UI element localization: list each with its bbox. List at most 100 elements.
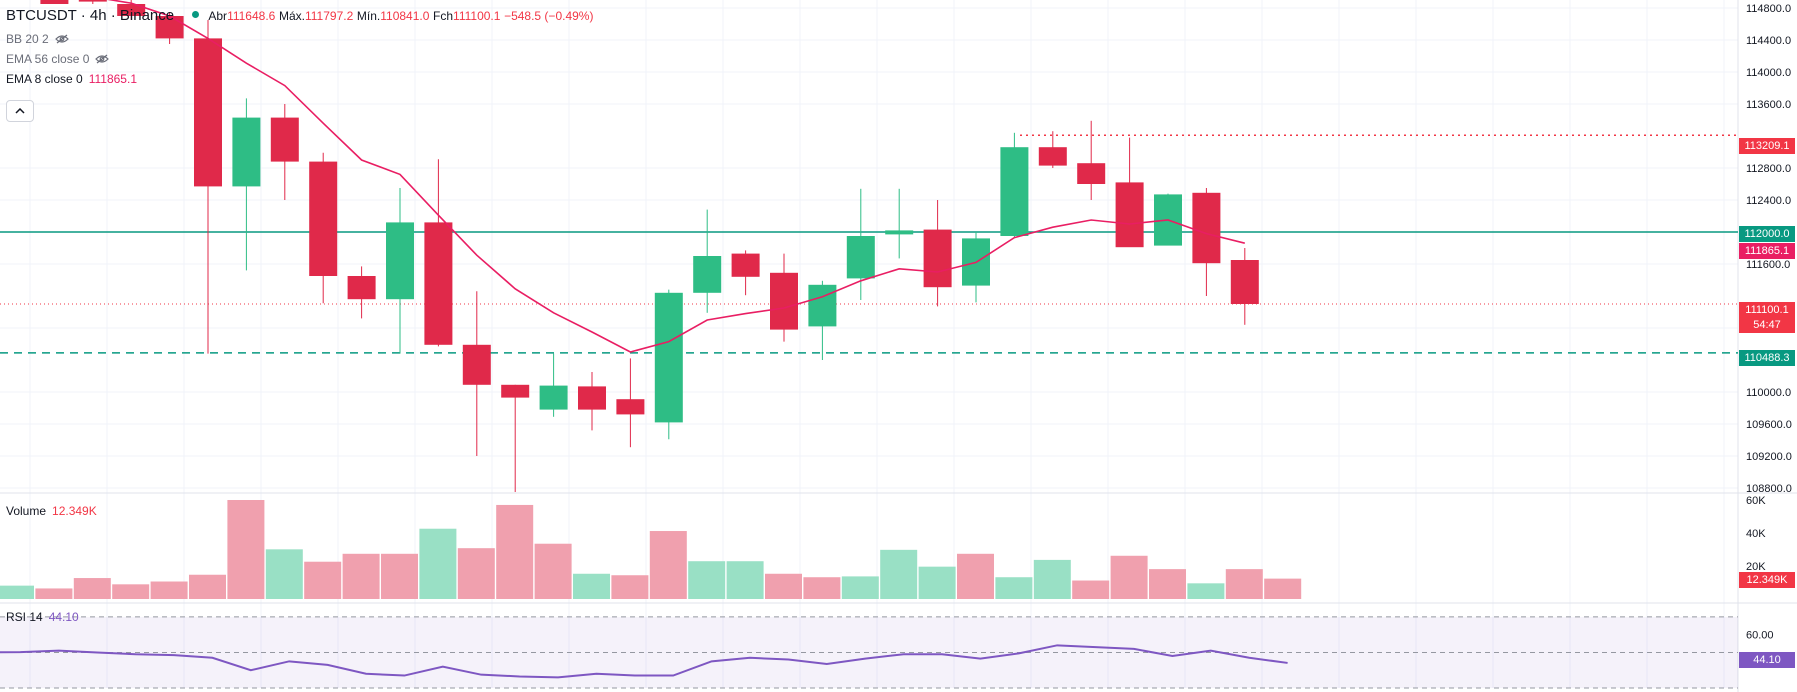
rsi-value: 44.10: [48, 610, 79, 624]
chevron-up-icon: [15, 108, 25, 114]
price-axis-tick-label: 112800.0: [1746, 163, 1791, 175]
candle-body: [885, 230, 914, 235]
candle-body: [846, 236, 875, 279]
candle: [270, 104, 299, 200]
candle-body: [1000, 147, 1029, 236]
ema56-label: EMA 56 close 0: [6, 52, 90, 66]
volume-bar: [1187, 583, 1225, 599]
low-label: Mín.: [356, 9, 381, 23]
bb-label: BB 20 2: [6, 32, 49, 46]
price-tag-volume: 12.349K: [1739, 572, 1795, 588]
price-axis-tick-label: 110000.0: [1746, 387, 1791, 399]
candle: [40, 0, 69, 4]
volume-bar: [1072, 580, 1110, 599]
volume-bar: [227, 500, 265, 599]
candle: [462, 291, 491, 456]
volume-bar: [1264, 578, 1302, 599]
candle-body: [117, 4, 146, 16]
candle-body: [1230, 260, 1259, 304]
volume-bar: [35, 588, 73, 599]
volume-axis-tick-label: 60K: [1746, 495, 1766, 507]
volume-legend[interactable]: Volume 12.349K: [6, 504, 97, 518]
candle: [616, 358, 645, 448]
volume-axis-tick-label: 20K: [1746, 561, 1766, 573]
volume-bar: [726, 561, 764, 599]
volume-value: 12.349K: [52, 504, 97, 518]
candle: [424, 159, 453, 347]
volume-bar: [1110, 555, 1148, 599]
volume-bar: [304, 561, 342, 599]
candle-body: [270, 117, 299, 162]
eye-off-icon[interactable]: [54, 34, 69, 44]
ema8-line: [107, 0, 1245, 353]
price-axis-tick-label: 108800.0: [1746, 483, 1792, 495]
candle: [885, 188, 914, 259]
candle: [1230, 248, 1259, 325]
candle-body: [578, 386, 606, 410]
volume-bar: [457, 548, 495, 599]
price-axis-tick-label: 111600.0: [1746, 259, 1790, 271]
price-axis-tick-label: 109200.0: [1746, 451, 1792, 463]
candle-body: [78, 0, 107, 2]
candle: [155, 12, 184, 44]
candle: [1077, 120, 1106, 200]
candle-body: [616, 399, 645, 415]
volume-bar: [496, 504, 534, 599]
candle-body: [770, 272, 798, 330]
volume-bar: [73, 578, 111, 599]
candle: [923, 200, 952, 307]
eye-off-icon[interactable]: [95, 54, 110, 64]
bb-legend[interactable]: BB 20 2: [6, 32, 69, 46]
candle-body: [501, 384, 530, 398]
candle-body: [1038, 147, 1067, 166]
rsi-label: RSI 14: [6, 610, 43, 624]
ema8-value: 111865.1: [88, 72, 137, 86]
high-value: 111797.2: [304, 9, 354, 23]
price-tag-rsi: 44.10: [1739, 652, 1795, 668]
market-status-dot: [191, 11, 199, 18]
ema56-legend[interactable]: EMA 56 close 0: [6, 52, 110, 66]
candle-body: [462, 344, 491, 385]
volume-bar: [573, 573, 610, 599]
collapse-legend-button[interactable]: [6, 100, 34, 122]
price-tag-resistance: 113209.1: [1739, 138, 1795, 154]
candle: [1000, 132, 1029, 238]
candle: [309, 152, 338, 304]
high-label: Máx.: [278, 9, 305, 23]
close-label: Fch: [433, 9, 454, 23]
price-axis-tick-label: 113600.0: [1746, 99, 1791, 111]
volume-bar: [649, 531, 687, 599]
volume-bar: [1033, 559, 1071, 599]
symbol-title[interactable]: BTCUSDT · 4h · Binance: [6, 7, 175, 24]
candle-body: [386, 222, 414, 300]
candle-body: [539, 385, 568, 410]
candle-body: [155, 16, 184, 39]
candle: [386, 188, 414, 354]
ema8-legend[interactable]: EMA 8 close 0 111865.1: [6, 72, 137, 86]
candle-body: [424, 222, 453, 345]
candle-body: [693, 256, 722, 293]
volume-bar: [112, 584, 150, 599]
volume-bar: [957, 553, 994, 599]
candle-body: [309, 161, 338, 276]
price-tag-level: 112000.0: [1739, 226, 1795, 242]
rsi-legend[interactable]: RSI 14 44.10: [6, 610, 79, 624]
open-value: 111648.6: [227, 9, 276, 23]
volume-bar: [611, 575, 649, 599]
volume-label: Volume: [6, 504, 47, 518]
candle: [731, 250, 760, 296]
volume-bar: [765, 573, 802, 599]
candle-body: [40, 0, 69, 4]
rsi-axis-tick-label: 60.00: [1746, 630, 1774, 642]
volume-bar: [265, 549, 303, 599]
candle: [693, 209, 722, 313]
candle: [347, 266, 376, 319]
price-axis-tick-label: 109600.0: [1746, 419, 1792, 431]
candle-body: [923, 229, 952, 288]
volume-bar: [841, 576, 879, 599]
candle-body: [232, 117, 261, 187]
candle: [808, 280, 837, 360]
volume-bar: [880, 549, 918, 599]
price-axis-tick-label: 114800.0: [1746, 3, 1791, 15]
